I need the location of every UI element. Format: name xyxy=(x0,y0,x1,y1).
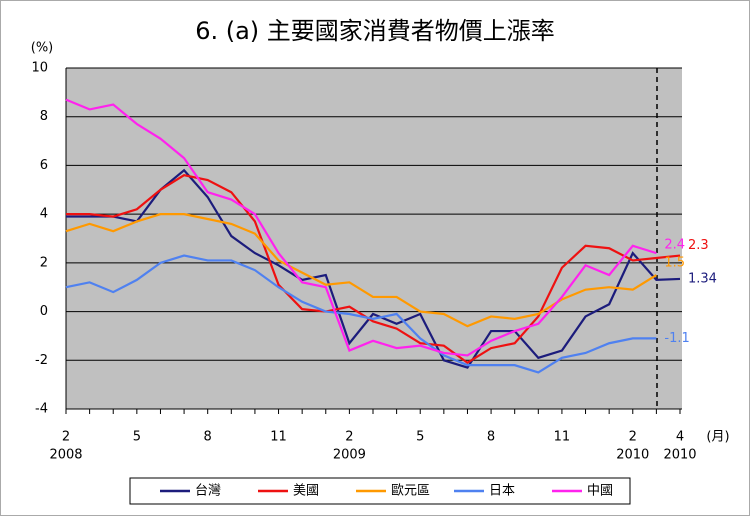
y-tick-label: 10 xyxy=(31,61,48,76)
year-label: 2010 xyxy=(616,448,649,463)
year-label: 2010 xyxy=(663,448,696,463)
y-axis-label: (%) xyxy=(31,41,54,56)
x-tick-label: 5 xyxy=(133,430,141,445)
y-tick-label: 8 xyxy=(40,109,48,124)
year-label: 2009 xyxy=(333,448,366,463)
data-label: 2.3 xyxy=(688,238,709,253)
x-tick-label: 11 xyxy=(554,430,571,445)
x-tick-label: 5 xyxy=(416,430,424,445)
y-tick-label: 0 xyxy=(40,304,48,319)
y-tick-label: 4 xyxy=(40,207,48,222)
series-line xyxy=(66,168,681,369)
y-tick-label: 2 xyxy=(40,255,48,270)
data-label: 2.4 xyxy=(664,238,685,253)
legend-label: 中國 xyxy=(587,484,613,499)
x-tick-label: 2 xyxy=(62,430,70,445)
x-tick-label: 2 xyxy=(345,430,353,445)
chart-title: 6. (a) 主要國家消費者物價上漲率 xyxy=(195,17,555,45)
series-line xyxy=(66,174,681,365)
series-line xyxy=(65,254,657,374)
data-label: 1.34 xyxy=(688,271,717,286)
x-tick-label: 8 xyxy=(487,430,495,445)
legend-label: 台灣 xyxy=(195,484,221,499)
data-label: 1.5 xyxy=(664,256,685,271)
legend-label: 歐元區 xyxy=(391,484,430,499)
x-tick-label: 2 xyxy=(629,430,637,445)
legend-label: 美國 xyxy=(293,484,319,499)
legend-label: 日本 xyxy=(489,484,515,499)
x-tick-label: 4 xyxy=(676,430,684,445)
x-tick-label: 8 xyxy=(204,430,212,445)
series-line xyxy=(65,98,657,357)
year-label: 2008 xyxy=(49,448,82,463)
y-tick-label: -2 xyxy=(35,353,48,368)
x-tick-label: 11 xyxy=(270,430,287,445)
data-label: -1.1 xyxy=(664,331,689,346)
y-tick-label: 6 xyxy=(40,158,48,173)
y-tick-label: -4 xyxy=(35,402,48,417)
x-unit-label: (月) xyxy=(706,430,729,445)
plot-area xyxy=(66,68,682,409)
